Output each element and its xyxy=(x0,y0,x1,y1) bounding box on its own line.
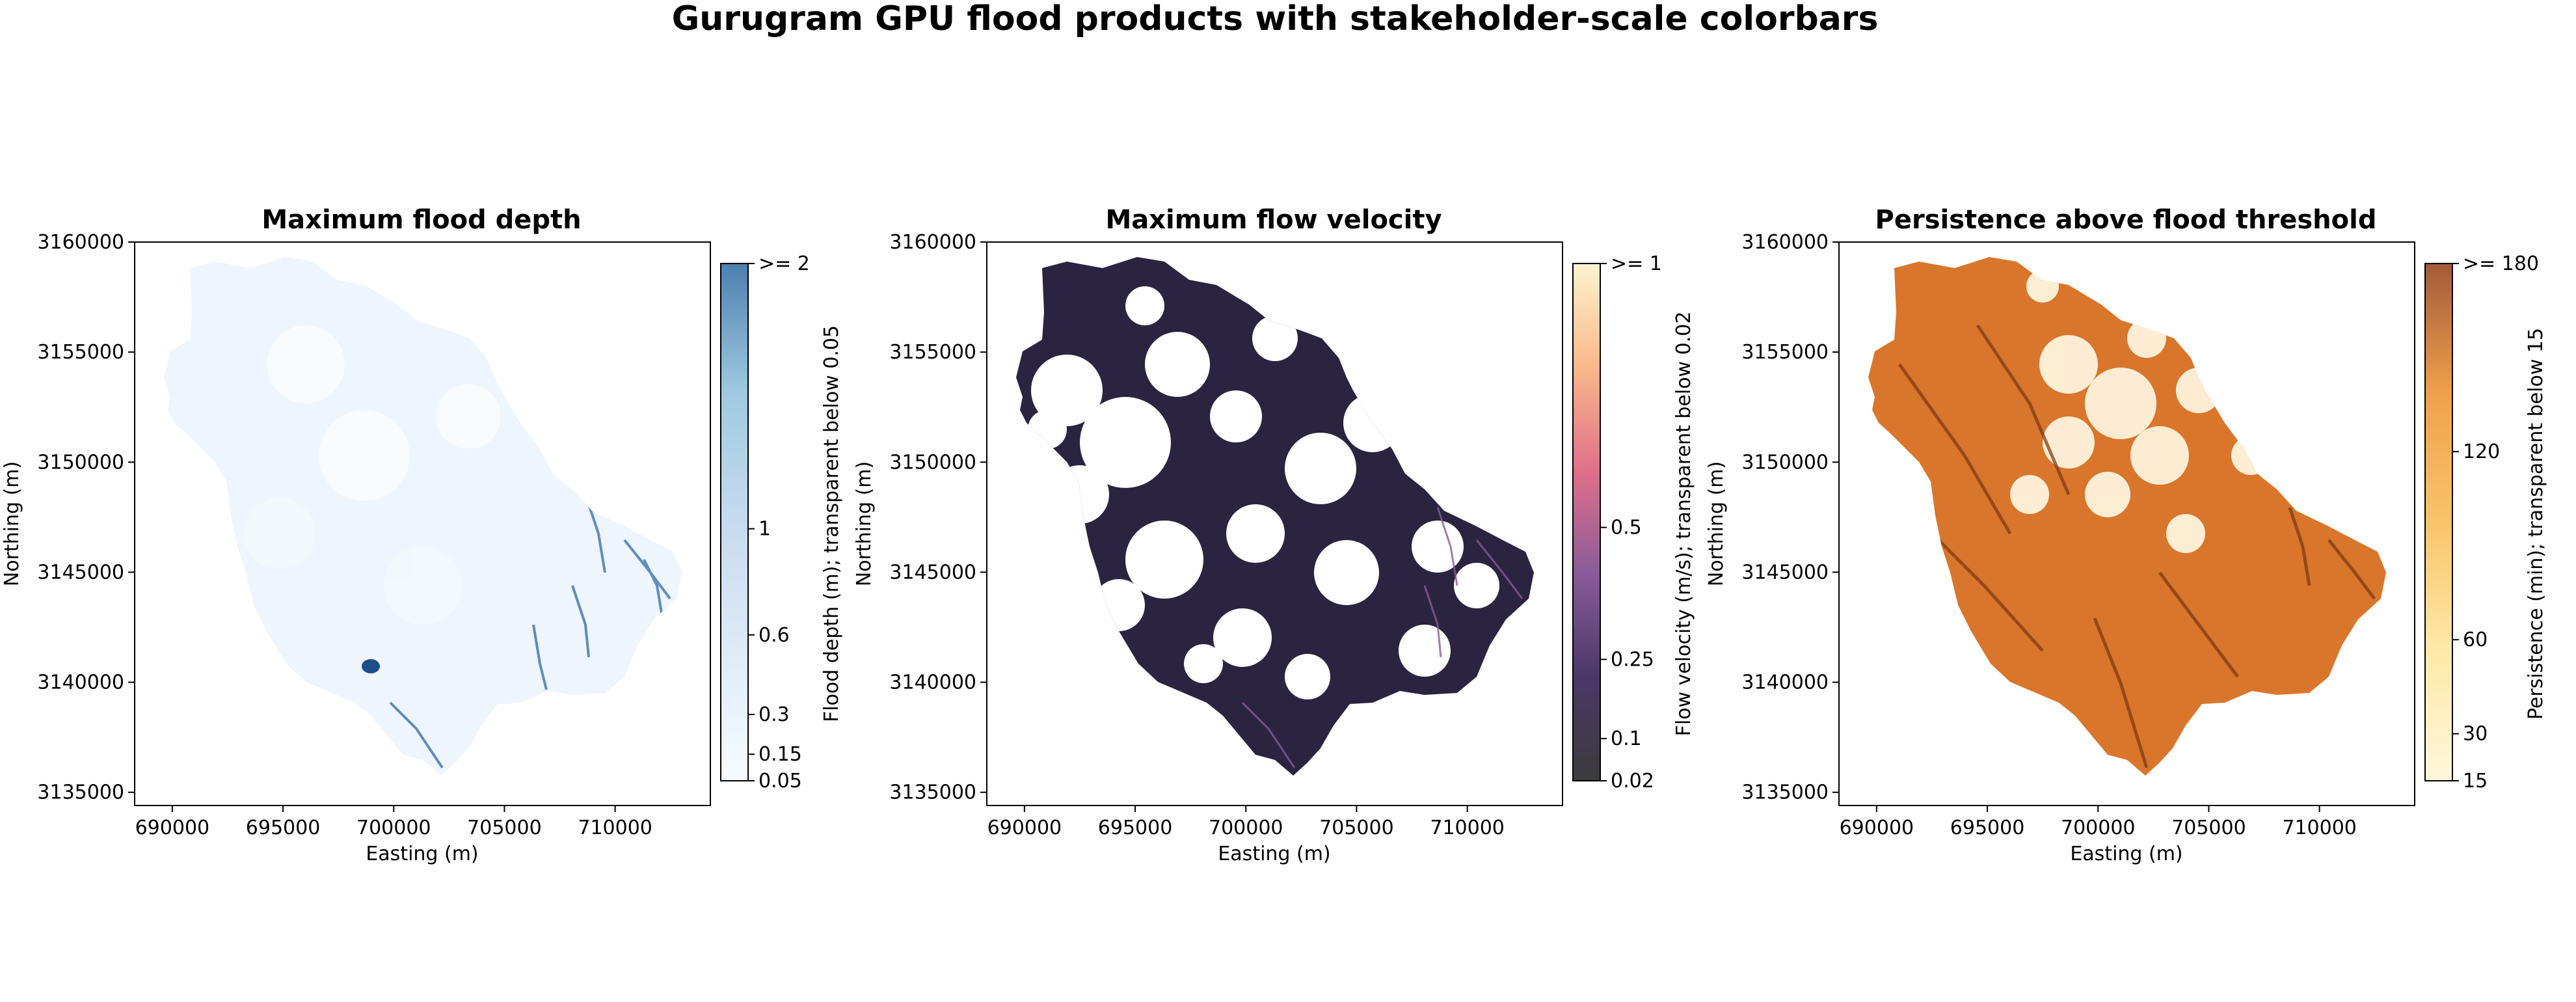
velocity-ytick-label-4: 3155000 xyxy=(889,341,976,364)
persistence-colorbar-tick-label-0: 15 xyxy=(2463,770,2488,792)
panel-depth-ylabel: Northing (m) xyxy=(1,461,23,586)
panel-depth: Maximum flood depth 690000 69500 xyxy=(1,205,843,865)
persistence-ytick-label-5: 3160000 xyxy=(1741,231,1829,254)
velocity-colorbar-tick-label-4: >= 1 xyxy=(1611,252,1662,275)
velocity-xtick-label-3: 705000 xyxy=(1319,817,1394,839)
depth-ytick-label-3: 3150000 xyxy=(37,451,124,474)
persistence-colorbar-tick-label-3: 120 xyxy=(2463,440,2500,463)
depth-xtick-label-3: 705000 xyxy=(467,817,542,839)
velocity-ytick-label-2: 3145000 xyxy=(889,561,976,584)
depth-xtick-label-1: 695000 xyxy=(246,817,321,839)
depth-ytick-label-1: 3140000 xyxy=(37,671,124,694)
panel-velocity-colorbar-label: Flow velocity (m/s); transparent below 0… xyxy=(1672,312,1695,737)
panel-depth-xlabel: Easting (m) xyxy=(366,843,478,865)
velocity-colorbar xyxy=(1572,263,1601,781)
panel-persistence-colorbar-label: Persistence (min); transparent below 15 xyxy=(2525,328,2547,720)
depth-colorbar-tick-label-3: 0.6 xyxy=(758,624,790,647)
velocity-ytick-label-1: 3140000 xyxy=(889,671,976,694)
depth-ytick-label-0: 3135000 xyxy=(37,781,124,804)
panel-velocity-xlabel: Easting (m) xyxy=(1218,843,1330,865)
persistence-xtick-label-4: 710000 xyxy=(2282,817,2357,839)
persistence-colorbar-tick-label-4: >= 180 xyxy=(2463,252,2539,275)
persistence-xtick-label-2: 700000 xyxy=(2061,817,2136,839)
persistence-long-channels xyxy=(1898,324,2376,768)
depth-pattern xyxy=(244,325,501,625)
velocity-xtick-label-1: 695000 xyxy=(1098,817,1173,839)
persistence-colorbar-tick-label-1: 30 xyxy=(2463,723,2488,746)
persistence-ytick-label-1: 3140000 xyxy=(1741,671,1829,694)
velocity-fast-channels xyxy=(1241,507,1523,768)
depth-xtick-label-4: 710000 xyxy=(578,817,652,839)
depth-ytick-label-4: 3155000 xyxy=(37,341,124,364)
panel-velocity-frame xyxy=(986,241,1563,806)
panel-persistence-title: Persistence above flood threshold xyxy=(1875,205,2377,235)
persistence-xtick-label-3: 705000 xyxy=(2171,817,2246,839)
panel-depth-colorbar-label: Flood depth (m); transparent below 0.05 xyxy=(820,325,843,722)
velocity-ytick-label-3: 3150000 xyxy=(889,451,976,474)
velocity-colorbar-tick-label-0: 0.02 xyxy=(1611,770,1654,792)
depth-colorbar xyxy=(720,263,749,781)
depth-colorbar-tick-label-0: 0.05 xyxy=(758,770,802,792)
figure-title: Gurugram GPU flood products with stakeho… xyxy=(672,0,1879,38)
velocity-dry-patches xyxy=(1028,286,1499,699)
depth-ytick-label-2: 3145000 xyxy=(37,561,124,584)
velocity-xtick-label-4: 710000 xyxy=(1430,817,1505,839)
persistence-ytick-label-4: 3155000 xyxy=(1741,341,1829,364)
persistence-colorbar-tick-label-2: 60 xyxy=(2463,629,2488,651)
panel-depth-title: Maximum flood depth xyxy=(262,205,581,235)
depth-map-raster xyxy=(164,257,682,776)
depth-xtick-label-2: 700000 xyxy=(356,817,431,839)
velocity-xtick-label-0: 690000 xyxy=(987,817,1062,839)
depth-colorbar-tick-label-2: 0.3 xyxy=(758,703,790,726)
depth-colorbar-tick-label-5: >= 2 xyxy=(758,252,810,275)
panel-velocity-ylabel: Northing (m) xyxy=(853,461,876,586)
panel-persistence-frame xyxy=(1838,241,2415,806)
panel-depth-frame xyxy=(134,241,711,806)
panel-persistence-xlabel: Easting (m) xyxy=(2070,843,2182,865)
velocity-colorbar-tick-label-3: 0.5 xyxy=(1611,517,1642,539)
persistence-colorbar xyxy=(2424,263,2453,781)
persistence-ytick-label-3: 3150000 xyxy=(1741,451,1829,474)
depth-xtick-label-0: 690000 xyxy=(135,817,210,839)
persistence-xtick-label-0: 690000 xyxy=(1840,817,1914,839)
panel-velocity: Maximum flow velocity xyxy=(853,205,1695,865)
depth-colorbar-tick-label-4: 1 xyxy=(758,518,771,541)
velocity-colorbar-tick-label-2: 0.25 xyxy=(1611,648,1654,671)
persistence-ytick-label-2: 3145000 xyxy=(1741,561,1829,584)
velocity-colorbar-tick-label-1: 0.1 xyxy=(1611,727,1642,750)
velocity-ytick-label-0: 3135000 xyxy=(889,781,976,804)
persistence-xtick-label-1: 695000 xyxy=(1950,817,2025,839)
panel-velocity-title: Maximum flow velocity xyxy=(1105,205,1442,235)
persistence-ytick-label-0: 3135000 xyxy=(1741,781,1829,804)
panel-persistence-ylabel: Northing (m) xyxy=(1705,461,1728,586)
persistence-map-raster xyxy=(1868,257,2386,776)
velocity-xtick-label-2: 700000 xyxy=(1209,817,1283,839)
velocity-map-raster xyxy=(1016,257,1534,776)
panel-persistence: Persistence above flood threshold xyxy=(1705,205,2547,865)
depth-ytick-label-5: 3160000 xyxy=(37,231,124,254)
velocity-ytick-label-5: 3160000 xyxy=(889,231,976,254)
depth-colorbar-tick-label-1: 0.15 xyxy=(758,743,802,766)
